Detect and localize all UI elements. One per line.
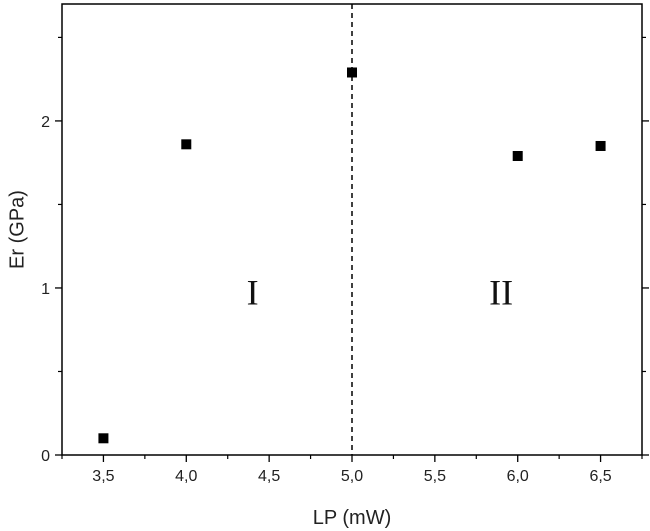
- data-point: [347, 67, 357, 78]
- region-labels: I II: [247, 273, 514, 313]
- data-point: [98, 433, 109, 444]
- y-tick-label: 1: [41, 281, 50, 298]
- x-tick-label: 4,5: [258, 468, 280, 485]
- y-tick-label: 0: [41, 448, 50, 465]
- y-axis-title: Er (GPa): [6, 190, 28, 269]
- x-axis-title: LP (mW): [313, 507, 392, 529]
- axis-ticks: [55, 36, 649, 462]
- data-point: [181, 139, 192, 150]
- x-tick-label: 5,5: [424, 468, 446, 485]
- x-tick-label: 4,0: [175, 468, 197, 485]
- data-point: [512, 151, 523, 162]
- data-point: [595, 140, 606, 151]
- region-label: II: [489, 273, 513, 313]
- y-tick-label: 2: [41, 114, 50, 131]
- tick-labels: 3,5 4,0 4,5 5,0 5,5 6,0 6,5 0 1 2: [41, 114, 612, 485]
- data-points: [98, 67, 606, 444]
- region-label: I: [247, 273, 259, 313]
- x-tick-label: 5,0: [341, 468, 363, 485]
- x-tick-label: 6,0: [507, 468, 529, 485]
- x-tick-label: 3,5: [92, 468, 114, 485]
- x-tick-label: 6,5: [589, 468, 611, 485]
